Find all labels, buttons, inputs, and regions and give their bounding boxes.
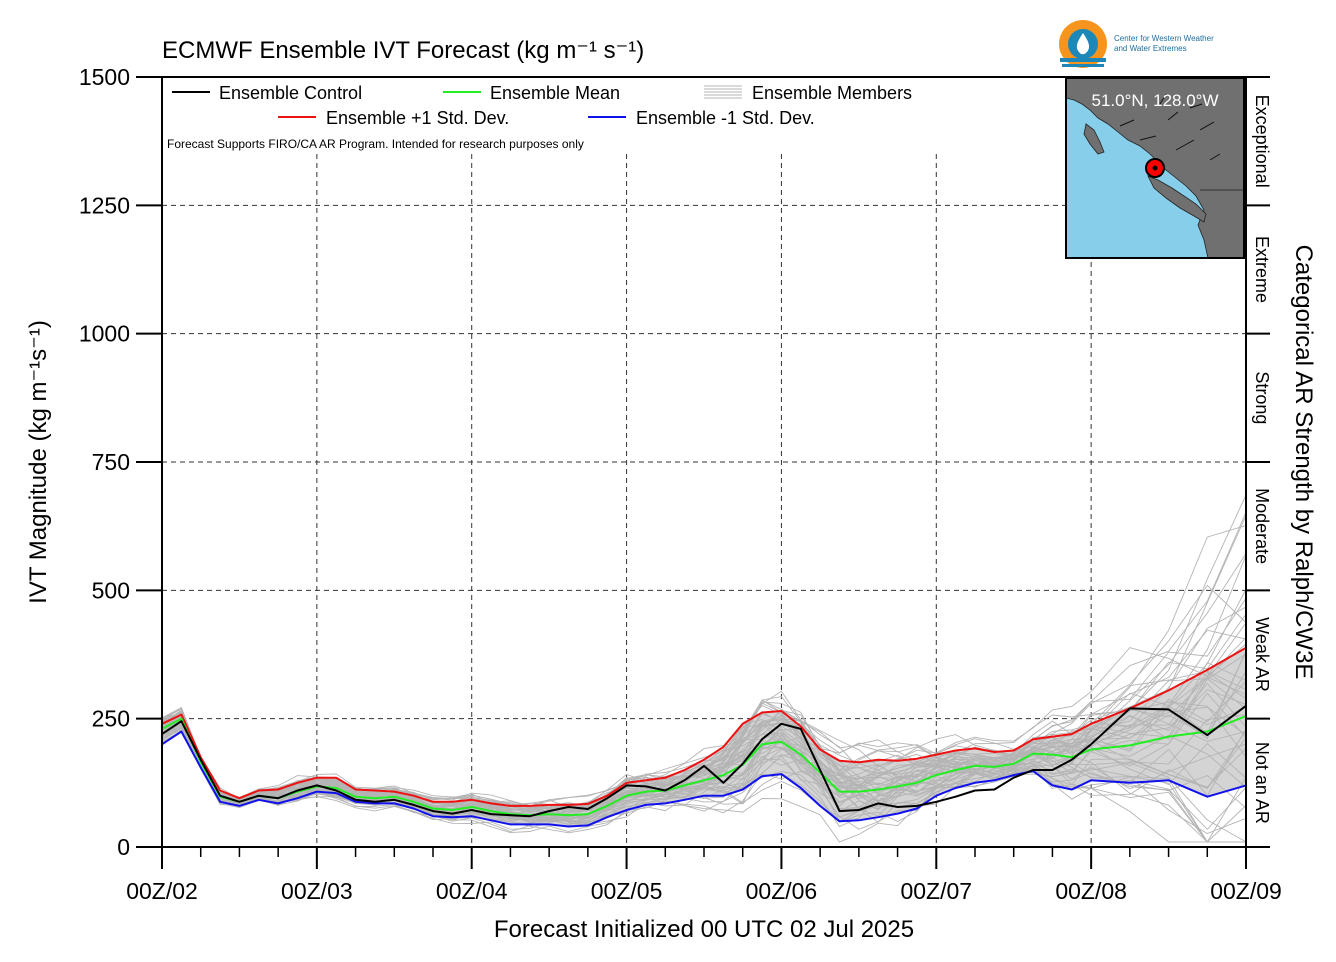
legend-label-minus-std: Ensemble -1 Std. Dev. <box>636 108 815 128</box>
ar-category-label: Moderate <box>1252 488 1272 564</box>
x-tick-label: 00Z/06 <box>746 878 818 904</box>
cw3e-logo: Center for Western Weather and Water Ext… <box>1059 20 1214 68</box>
ensemble-spread-band <box>162 647 1246 827</box>
y-tick-label: 500 <box>92 577 130 603</box>
legend-label-plus-std: Ensemble +1 Std. Dev. <box>326 108 509 128</box>
ar-category-label: Exceptional <box>1252 95 1272 188</box>
ensemble-member-line <box>161 706 1247 808</box>
ensemble-member-line <box>161 682 1247 824</box>
ensemble-series <box>161 646 1247 828</box>
y-tick-label: 1250 <box>79 192 130 218</box>
ar-category-label: Strong <box>1252 371 1272 424</box>
x-tick-label: 00Z/05 <box>591 878 663 904</box>
x-tick-label: 00Z/02 <box>126 878 198 904</box>
y-tick-label: 1500 <box>79 64 130 90</box>
ensemble-control-line <box>161 705 1247 818</box>
location-marker-center <box>1152 165 1158 171</box>
x-axis-title: Forecast Initialized 00 UTC 02 Jul 2025 <box>494 916 914 943</box>
y-tick-label: 0 <box>117 834 130 860</box>
ensemble-member-line <box>161 727 1247 843</box>
legend-label-control: Ensemble Control <box>219 83 362 103</box>
research-note: Forecast Supports FIRO/CA AR Program. In… <box>167 137 584 151</box>
legend-label-members: Ensemble Members <box>752 83 912 103</box>
minus-std-line <box>161 730 1247 828</box>
y-tick-label: 750 <box>92 449 130 475</box>
grid-lines <box>162 154 1246 847</box>
x-tick-label: 00Z/09 <box>1210 878 1282 904</box>
axis-ticks: 0 250 500 750 1000 1250 1500 00Z/02 00Z/03 00Z/04… <box>79 64 1282 904</box>
y-tick-label: 1000 <box>79 321 130 347</box>
logo-wave2-icon <box>1062 64 1104 67</box>
y-axis-title: IVT Magnitude (kg m⁻¹s⁻¹) <box>25 320 52 604</box>
inset-map-frame <box>1065 77 1245 259</box>
inset-map: 51.0°N, 128.0°W <box>1065 77 1245 259</box>
x-tick-label: 00Z/07 <box>900 878 972 904</box>
logo-text-line2: and Water Extremes <box>1114 44 1187 53</box>
x-tick-label: 00Z/04 <box>436 878 508 904</box>
ensemble-member-line <box>161 722 1246 843</box>
x-tick-label: 00Z/08 <box>1055 878 1127 904</box>
chart-title: ECMWF Ensemble IVT Forecast (kg m⁻¹ s⁻¹) <box>162 37 644 64</box>
plus-std-line <box>161 646 1247 807</box>
right-axis-title: Categorical AR Strength by Ralph/CW3E <box>1290 245 1317 680</box>
ar-category-label: Weak AR <box>1252 617 1272 692</box>
ar-category-labels: Not an AR Weak AR Moderate Strong Extreme Exc… <box>1252 95 1272 824</box>
logo-text-line1: Center for Western Weather <box>1114 34 1214 43</box>
x-tick-label: 00Z/03 <box>281 878 353 904</box>
logo-wave-icon <box>1060 58 1106 62</box>
ensemble-member-line <box>161 670 1247 822</box>
legend-swatch-members <box>704 85 742 99</box>
inset-map-location: 51.0°N, 128.0°W <box>1092 91 1219 110</box>
legend-label-mean: Ensemble Mean <box>490 83 620 103</box>
ar-category-label: Not an AR <box>1252 742 1272 824</box>
water-drop-icon <box>1076 33 1090 55</box>
y-tick-label: 250 <box>92 706 130 732</box>
ar-category-label: Extreme <box>1252 236 1272 303</box>
inset-map-island <box>1147 175 1207 223</box>
inset-map-haida-gwaii <box>1083 123 1105 155</box>
inset-map-fjords <box>1119 93 1221 161</box>
legend: Ensemble Control Ensemble Mean Ensemble … <box>167 83 912 151</box>
